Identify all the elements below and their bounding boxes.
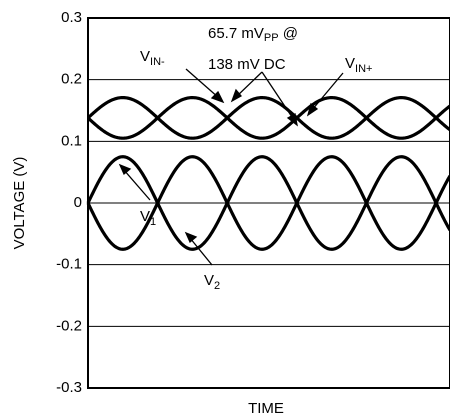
- y-tick-label: -0.1: [56, 256, 82, 273]
- label-v1: V1: [140, 208, 156, 228]
- arrow-vin-plus: [311, 72, 344, 111]
- arrowhead-annot-vin-plus: [286, 112, 298, 127]
- arrowhead-vin-plus: [306, 102, 319, 117]
- y-tick-labels: 0.3 0.2 0.1 0 -0.1 -0.2 -0.3: [56, 9, 82, 396]
- arrowhead-annot-vin-minus: [230, 88, 243, 103]
- annotation-arrows: [118, 68, 344, 266]
- arrowhead-vin-minus: [210, 90, 225, 104]
- y-tick-label: 0: [74, 194, 82, 211]
- series-line-v1: [86, 155, 450, 251]
- label-vin-plus: VIN+: [345, 55, 372, 75]
- series-layer: [86, 96, 450, 251]
- annotation-line1: 65.7 mVPP @: [208, 25, 298, 44]
- x-axis-label: TIME: [248, 400, 284, 417]
- grid-layer: [88, 79, 450, 327]
- y-tick-label: 0.3: [61, 9, 82, 26]
- y-tick-label: 0.2: [61, 71, 82, 88]
- annotation-line2: 138 mV DC: [208, 56, 286, 73]
- arrow-annot-vin-minus: [235, 71, 263, 98]
- arrowhead-v2: [184, 231, 198, 244]
- y-axis-label: VOLTAGE (V): [11, 157, 28, 250]
- plot-frame: [87, 17, 450, 389]
- label-v2: V2: [204, 272, 220, 292]
- y-tick-label: -0.3: [56, 379, 82, 396]
- arrow-v1: [123, 169, 151, 201]
- label-vin-minus: VIN-: [140, 48, 165, 68]
- arrow-v2: [189, 237, 213, 266]
- arrow-vin-minus: [185, 68, 220, 99]
- y-tick-label: -0.2: [56, 317, 82, 334]
- y-tick-label: 0.1: [61, 132, 82, 149]
- arrowhead-v1: [118, 163, 132, 176]
- series-line-vin-minus: [86, 96, 450, 140]
- series-line-vin-minusplus: [86, 96, 450, 140]
- series-line-v2: [86, 155, 450, 251]
- arrow-annot-vin-plus: [261, 71, 295, 121]
